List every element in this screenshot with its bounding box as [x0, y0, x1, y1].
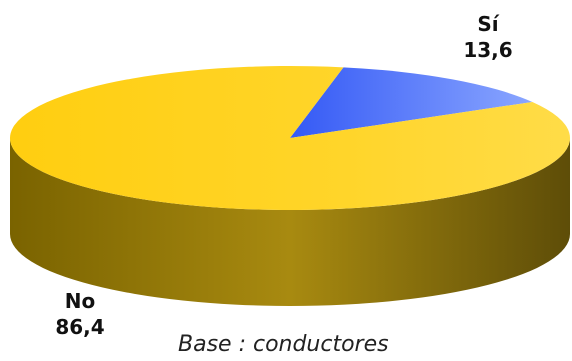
base-note: Base : conductores [178, 332, 389, 357]
slice-label-no: No 86,4 [40, 288, 120, 340]
slice-value-si: 13,6 [463, 38, 513, 62]
pie-side-no [10, 138, 570, 306]
slice-value-no: 86,4 [55, 315, 105, 339]
pie-slice-si [290, 67, 533, 138]
pie-side-faces [10, 138, 570, 306]
slice-label-si: Sí 13,6 [448, 11, 528, 63]
pie-slice-no [10, 66, 571, 211]
pie-top-faces [10, 66, 571, 211]
slice-name-si: Sí [477, 12, 499, 36]
slice-name-no: No [64, 289, 96, 313]
